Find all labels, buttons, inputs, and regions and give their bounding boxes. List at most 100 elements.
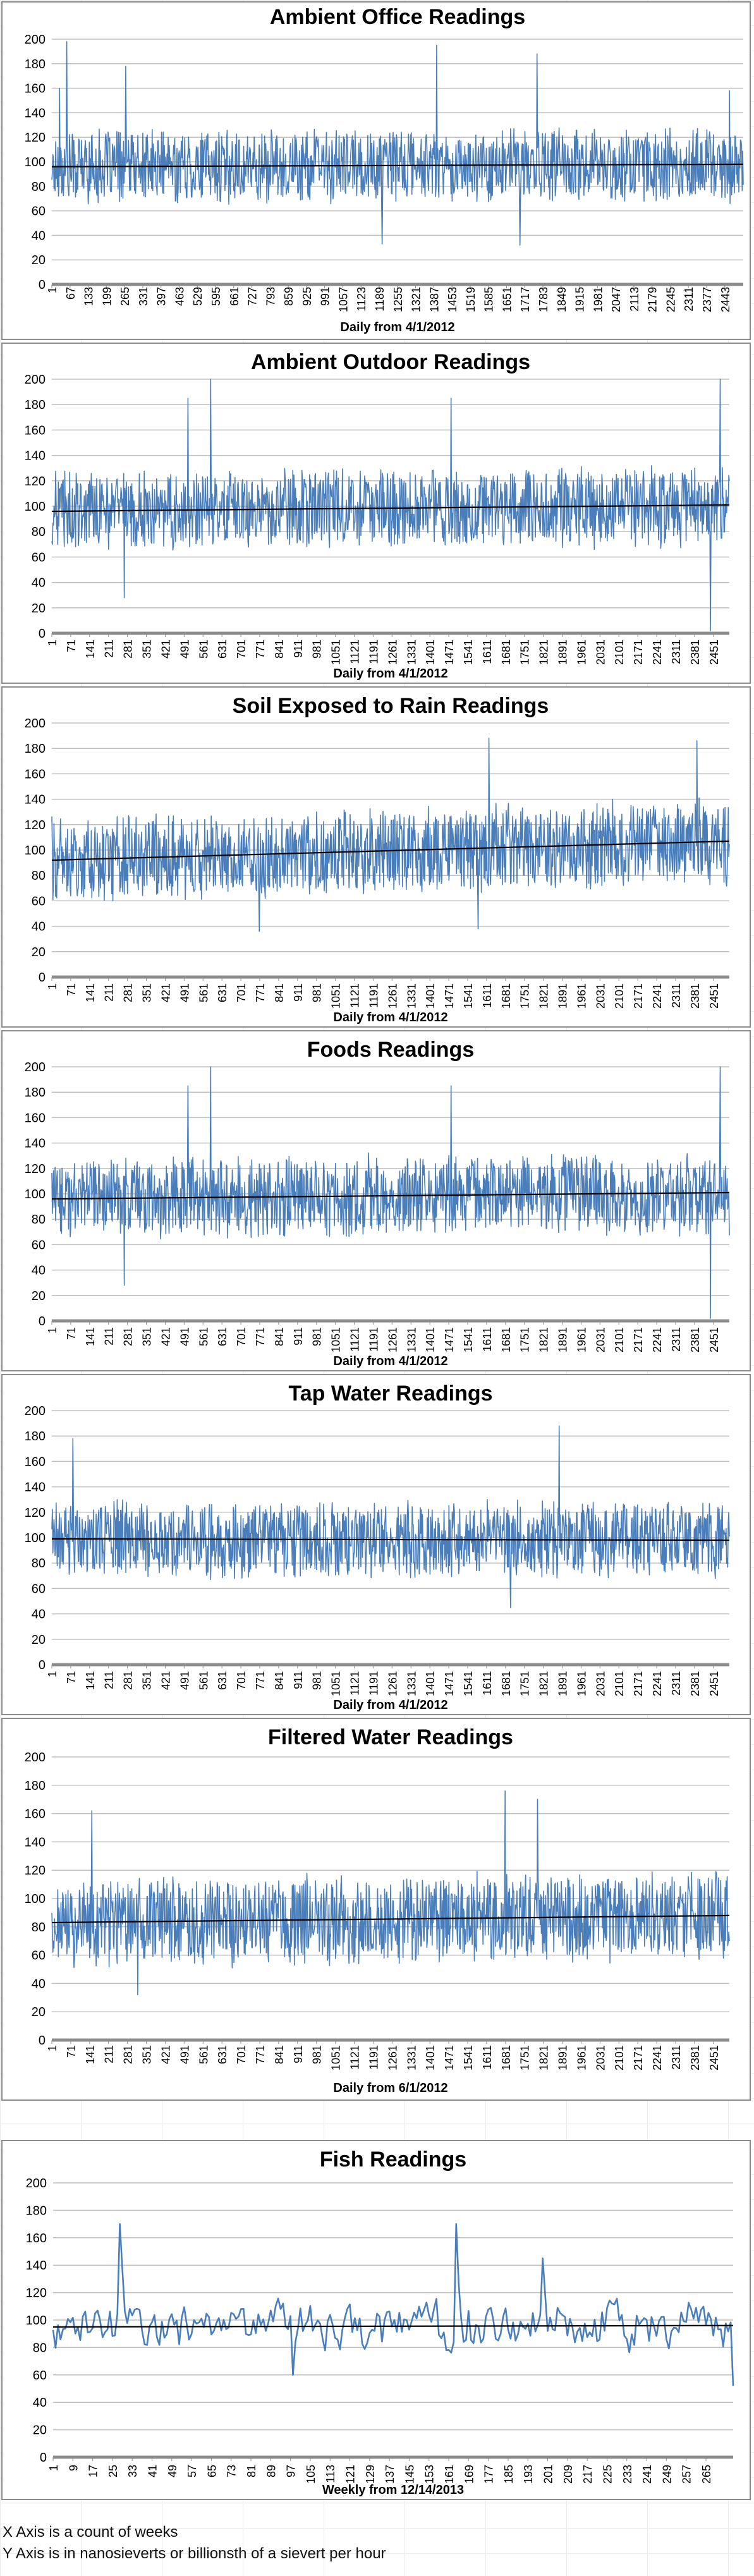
x-tick-label: 1541 xyxy=(462,640,475,665)
x-tick-label: 841 xyxy=(273,983,286,1002)
x-tick-label: 2311 xyxy=(670,1327,683,1352)
x-tick-label: 233 xyxy=(621,2465,634,2484)
y-tick-label: 60 xyxy=(32,550,46,564)
y-tick-label: 60 xyxy=(32,894,46,908)
x-tick-label: 209 xyxy=(562,2465,575,2484)
x-tick-label: 217 xyxy=(581,2465,594,2484)
x-tick-label: 2451 xyxy=(708,1671,721,1696)
x-tick-label: 1611 xyxy=(481,640,494,664)
x-tick-label: 841 xyxy=(273,1327,286,1346)
chart-panel-fish: Fish Readings 0 20 40 60 80 100 120 140 160 180 200… xyxy=(1,2140,751,2500)
x-tick-label: 991 xyxy=(319,287,332,306)
y-axis-note: Y Axis is in nanosieverts or billionsth … xyxy=(3,2545,386,2562)
chart-title: Foods Readings xyxy=(307,1038,474,1062)
x-tick-label: 1611 xyxy=(481,983,494,1008)
x-tick-label: 561 xyxy=(197,983,210,1002)
y-tick-label: 40 xyxy=(32,576,46,590)
x-tick-label: 211 xyxy=(103,1671,116,1689)
x-tick-label: 925 xyxy=(301,287,313,306)
x-tick-label: 1 xyxy=(46,287,59,293)
x-tick-label: 141 xyxy=(84,983,97,1002)
y-tick-label: 160 xyxy=(25,423,46,437)
x-tick-label: 1331 xyxy=(405,1327,418,1352)
x-tick-label: 1471 xyxy=(443,983,456,1009)
x-tick-label: 1331 xyxy=(405,983,418,1009)
x-tick-label: 421 xyxy=(159,1671,172,1690)
x-tick-label: 153 xyxy=(423,2465,436,2484)
x-tick-label: 1261 xyxy=(386,983,399,1009)
x-tick-label: 1891 xyxy=(557,983,569,1009)
x-tick-label: 1401 xyxy=(424,640,437,665)
x-tick-label: 1783 xyxy=(537,287,550,312)
y-tick-label: 60 xyxy=(32,205,46,219)
trendline xyxy=(51,1538,730,1541)
x-tick-label: 491 xyxy=(178,983,191,1002)
chart-svg: Tap Water Readings 0 20 40 60 80 100 120 140 160 1… xyxy=(25,1382,730,1712)
y-tick-label: 140 xyxy=(25,1481,46,1495)
x-tick-label: 661 xyxy=(228,287,241,306)
x-tick-label: 141 xyxy=(84,2045,97,2064)
x-tick-label: 1401 xyxy=(424,1327,437,1352)
x-tick-label: 911 xyxy=(292,1671,305,1689)
x-tick-label: 1611 xyxy=(481,2045,494,2070)
x-tick-label: 701 xyxy=(235,2045,248,2064)
y-tick-label: 20 xyxy=(32,602,46,616)
x-tick-label: 71 xyxy=(65,1671,78,1684)
x-tick-label: 1261 xyxy=(386,1671,399,1696)
x-tick-label: 1051 xyxy=(330,983,343,1009)
x-tick-label: 71 xyxy=(65,1327,78,1340)
y-tick-label: 160 xyxy=(25,1111,46,1125)
y-tick-label: 60 xyxy=(32,1582,46,1596)
x-tick-label: 2241 xyxy=(651,640,664,665)
y-tick-label: 0 xyxy=(39,971,46,985)
trendline xyxy=(51,1191,730,1200)
x-tick-label: 491 xyxy=(178,1671,191,1690)
x-tick-label: 1611 xyxy=(481,1327,494,1352)
y-tick-label: 120 xyxy=(25,1506,46,1520)
x-tick-label: 1331 xyxy=(405,1671,418,1696)
x-axis-title: Daily from 4/1/2012 xyxy=(333,1354,447,1368)
x-tick-label: 771 xyxy=(254,640,267,659)
x-tick-label: 1915 xyxy=(574,287,587,312)
x-tick-label: 1751 xyxy=(519,2045,532,2070)
x-tick-label: 25 xyxy=(107,2465,119,2477)
y-tick-label: 160 xyxy=(25,1455,46,1469)
x-tick-label: 177 xyxy=(483,2465,496,2484)
x-tick-label: 1751 xyxy=(519,1671,532,1696)
x-tick-label: 2451 xyxy=(708,983,721,1009)
x-tick-label: 1401 xyxy=(424,2045,437,2070)
x-tick-label: 71 xyxy=(65,983,78,996)
x-tick-label: 97 xyxy=(285,2465,298,2477)
x-tick-label: 1321 xyxy=(410,287,423,312)
x-tick-label: 211 xyxy=(103,1327,116,1346)
x-tick-label: 2311 xyxy=(670,2045,683,2070)
x-tick-label: 911 xyxy=(292,983,305,1002)
chart-panel-filtered-water: Filtered Water Readings 0 20 40 60 80 100 120 14… xyxy=(1,1718,751,2101)
x-tick-label: 2171 xyxy=(632,640,645,665)
x-tick-label: 2031 xyxy=(594,2045,607,2070)
x-tick-label: 491 xyxy=(178,2045,191,2064)
trendline xyxy=(51,504,730,513)
x-tick-label: 2311 xyxy=(670,640,683,664)
x-tick-label: 701 xyxy=(235,983,248,1002)
footnotes: X Axis is a count of weeks Y Axis is in … xyxy=(3,2522,748,2565)
y-tick-label: 80 xyxy=(32,1921,46,1935)
chart-title: Ambient Outdoor Readings xyxy=(251,350,530,374)
x-tick-label: 89 xyxy=(265,2465,277,2477)
x-tick-label: 701 xyxy=(235,640,248,659)
x-tick-label: 1 xyxy=(46,640,59,646)
y-tick-label: 100 xyxy=(25,1531,46,1545)
x-tick-label: 529 xyxy=(192,287,204,306)
x-tick-label: 211 xyxy=(103,2045,116,2063)
x-axis-title: Daily from 4/1/2012 xyxy=(333,1698,447,1712)
x-tick-label: 1471 xyxy=(443,2045,456,2070)
x-tick-label: 41 xyxy=(147,2465,159,2477)
x-tick-label: 71 xyxy=(65,640,78,652)
x-tick-label: 1471 xyxy=(443,1671,456,1696)
x-tick-label: 169 xyxy=(463,2465,475,2484)
y-tick-label: 60 xyxy=(32,1238,46,1252)
x-tick-label: 771 xyxy=(254,2045,267,2064)
x-tick-label: 841 xyxy=(273,2045,286,2064)
x-tick-label: 2101 xyxy=(613,1671,626,1696)
x-tick-label: 201 xyxy=(542,2465,555,2484)
